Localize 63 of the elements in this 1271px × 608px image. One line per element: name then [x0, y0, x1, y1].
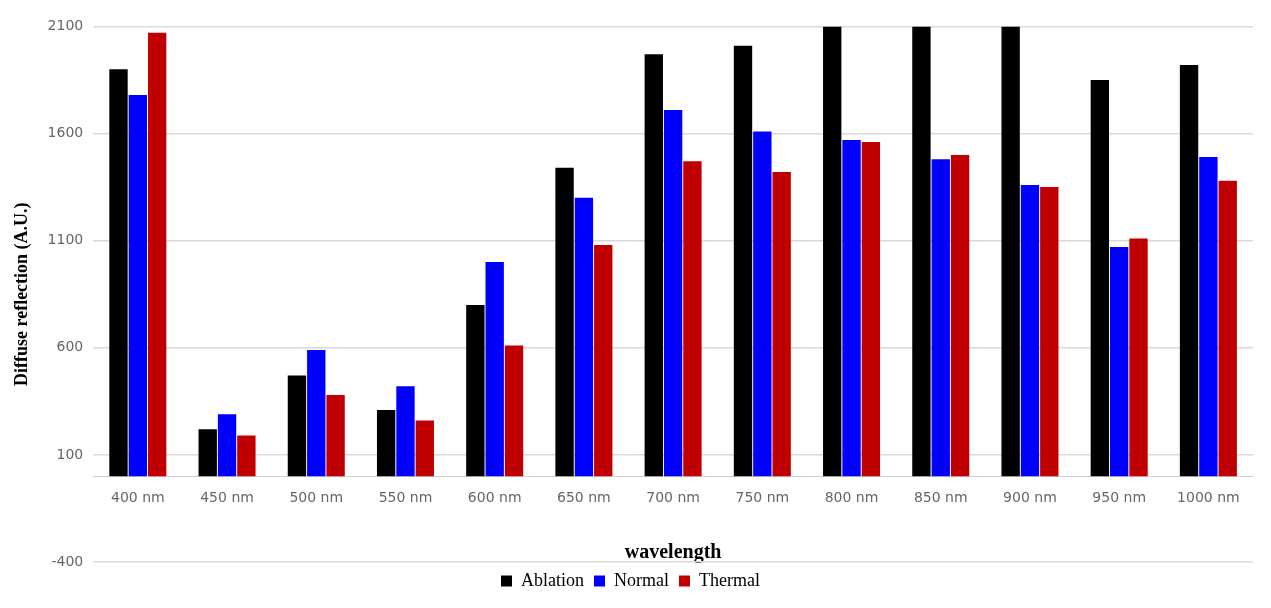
bar — [644, 54, 663, 477]
bar — [109, 69, 128, 477]
x-tick-label: 800 nm — [824, 489, 879, 506]
x-tick-label: 600 nm — [467, 489, 522, 506]
legend-label: Thermal — [699, 569, 760, 590]
bar — [950, 154, 970, 477]
bar — [237, 435, 256, 477]
y-tick-label: 600 — [56, 338, 84, 355]
bar — [772, 172, 791, 477]
x-tick-label: 450 nm — [200, 489, 254, 506]
bar — [1218, 180, 1237, 477]
bar — [217, 414, 237, 477]
y-axis-title: Diffuse reflection (A.U.) — [11, 202, 33, 387]
bar — [683, 161, 702, 477]
bar — [1020, 184, 1040, 477]
x-tick-label: 750 nm — [735, 489, 790, 506]
bar — [1110, 247, 1129, 477]
x-tick-label: 500 nm — [289, 489, 344, 506]
x-tick-label: 950 nm — [1092, 489, 1147, 506]
bar — [842, 139, 861, 477]
bar — [1001, 26, 1020, 477]
bar — [326, 394, 345, 477]
y-tick-label: 100 — [56, 445, 84, 462]
bar — [1090, 79, 1110, 477]
x-tick-label: 900 nm — [1003, 489, 1057, 506]
bar — [861, 142, 881, 477]
y-tick-label: 1600 — [47, 124, 84, 141]
x-tick-label: 700 nm — [646, 489, 700, 506]
x-tick-label: 550 nm — [378, 489, 433, 506]
bar — [396, 386, 415, 477]
bar — [504, 345, 524, 477]
x-axis-title: wavelength — [624, 540, 722, 564]
bar — [198, 429, 217, 477]
bar — [823, 26, 842, 477]
bar — [1179, 64, 1199, 477]
x-tick-label: 650 nm — [557, 489, 611, 506]
x-tick-label: 850 nm — [913, 489, 968, 506]
y-tick-label: -400 — [51, 552, 84, 569]
bar — [1040, 187, 1059, 477]
bar — [128, 94, 148, 477]
bar — [307, 349, 326, 477]
y-tick-label: 2100 — [47, 17, 84, 34]
legend-label: Normal — [614, 569, 669, 590]
x-tick-label: 400 nm — [110, 489, 165, 506]
bar — [415, 420, 434, 477]
bar — [1129, 238, 1148, 477]
bar — [466, 304, 485, 477]
bar — [574, 197, 594, 477]
bar — [912, 26, 931, 477]
bar — [287, 375, 307, 477]
bar — [594, 244, 613, 477]
bar — [753, 131, 772, 477]
bar — [931, 159, 950, 477]
y-tick-label: 1100 — [47, 231, 84, 248]
x-tick-label: 1000 nm — [1177, 489, 1240, 506]
bar — [376, 409, 396, 477]
bar — [485, 262, 504, 477]
bar — [555, 167, 574, 477]
bar — [1199, 157, 1218, 477]
bar — [663, 109, 683, 477]
bar — [147, 32, 167, 477]
legend-label: Ablation — [521, 569, 585, 590]
bar — [733, 45, 753, 477]
